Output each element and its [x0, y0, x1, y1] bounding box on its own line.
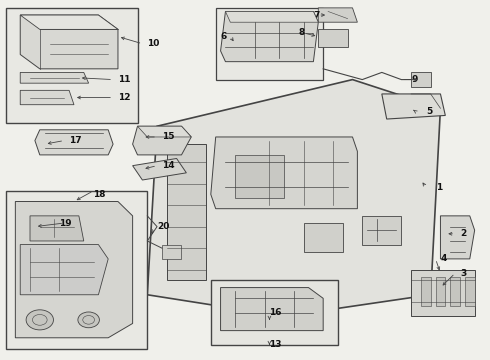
FancyBboxPatch shape — [5, 191, 147, 348]
Text: 20: 20 — [157, 222, 170, 231]
Polygon shape — [362, 216, 401, 244]
Text: 4: 4 — [441, 255, 447, 264]
Text: 7: 7 — [314, 10, 320, 19]
Polygon shape — [465, 277, 475, 306]
Text: 16: 16 — [270, 308, 282, 317]
Polygon shape — [138, 126, 191, 137]
Text: 11: 11 — [118, 75, 130, 84]
Polygon shape — [411, 270, 475, 316]
Text: 13: 13 — [270, 341, 282, 350]
Polygon shape — [20, 15, 118, 69]
Polygon shape — [450, 277, 460, 306]
Polygon shape — [20, 15, 118, 30]
Polygon shape — [30, 216, 84, 241]
Polygon shape — [220, 288, 323, 330]
Polygon shape — [421, 277, 431, 306]
Text: 5: 5 — [426, 107, 432, 116]
Polygon shape — [235, 155, 284, 198]
Text: 6: 6 — [220, 32, 227, 41]
Text: 15: 15 — [162, 132, 174, 141]
Polygon shape — [211, 137, 357, 209]
Circle shape — [78, 312, 99, 328]
Polygon shape — [133, 158, 186, 180]
Text: 3: 3 — [460, 269, 466, 278]
Polygon shape — [15, 202, 133, 338]
Polygon shape — [20, 244, 108, 295]
Text: 12: 12 — [118, 93, 130, 102]
Text: 19: 19 — [59, 219, 72, 228]
Text: 14: 14 — [162, 161, 174, 170]
Polygon shape — [20, 72, 89, 83]
FancyBboxPatch shape — [5, 8, 138, 123]
FancyBboxPatch shape — [211, 280, 338, 345]
Polygon shape — [436, 277, 445, 306]
Text: 10: 10 — [147, 39, 160, 48]
Polygon shape — [162, 244, 181, 259]
Polygon shape — [35, 130, 113, 155]
Circle shape — [26, 310, 53, 330]
FancyBboxPatch shape — [216, 8, 323, 80]
Polygon shape — [318, 8, 357, 22]
Polygon shape — [318, 30, 347, 47]
Text: 1: 1 — [436, 183, 442, 192]
Text: 8: 8 — [299, 28, 305, 37]
Polygon shape — [133, 126, 191, 155]
Polygon shape — [411, 72, 431, 87]
Polygon shape — [382, 94, 445, 119]
Text: 18: 18 — [94, 190, 106, 199]
Polygon shape — [304, 223, 343, 252]
Text: 2: 2 — [460, 229, 466, 238]
Text: 9: 9 — [411, 75, 417, 84]
Polygon shape — [20, 90, 74, 105]
Polygon shape — [441, 216, 475, 259]
Polygon shape — [147, 80, 441, 316]
Polygon shape — [220, 12, 318, 62]
Text: 17: 17 — [69, 136, 82, 145]
Polygon shape — [167, 144, 206, 280]
Polygon shape — [225, 12, 318, 22]
